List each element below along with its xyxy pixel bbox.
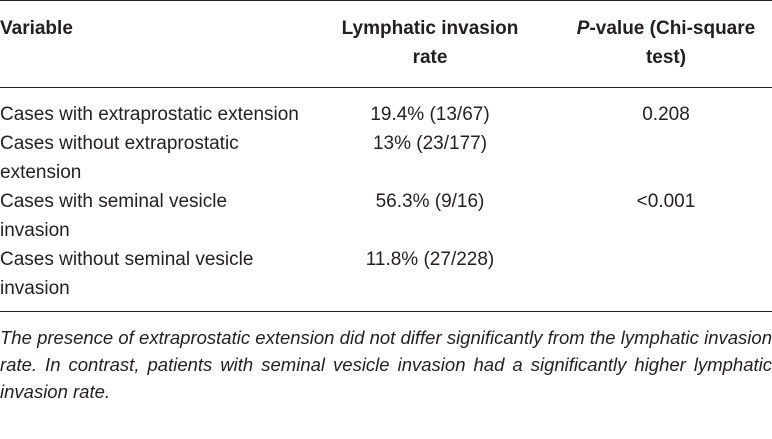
table-cell: Cases with extraprostatic extension (0, 104, 299, 125)
header-cell: Lymphatic invasion rate (300, 0, 560, 88)
header-row: Variable Lymphatic invasion rate P-value… (0, 0, 772, 88)
header-cell: Variable (0, 0, 300, 88)
table-cell (560, 129, 772, 187)
table-cell: 0.208 (642, 104, 690, 125)
table-cell: 11.8% (27/228) (365, 249, 495, 270)
table-cell: <0.001 (636, 191, 696, 212)
table-cell: 13% (23/177) (372, 133, 488, 154)
data-table: Variable Lymphatic invasion rate P-value… (0, 0, 772, 312)
header-text: P-value (Chi-square test) (566, 14, 766, 72)
table-cell: 56.3% (9/16) (375, 191, 485, 212)
footnote: The presence of extraprostatic extension… (0, 327, 772, 402)
header-cell: P-value (Chi-square test) (560, 0, 772, 88)
table-body: Cases with extraprostatic extension 19.4%… (0, 88, 772, 312)
table-cell: 19.4% (13/67) (370, 104, 490, 125)
table-cell: Cases without extraprostatic extension (0, 133, 239, 183)
table-row: Cases with extraprostatic extension 19.4%… (0, 88, 772, 130)
table-cell: Cases with seminal vesicle invasion (0, 191, 228, 241)
table-cell: Cases without seminal vesicle invasion (0, 249, 254, 299)
header-italic: P (576, 18, 590, 39)
header-text: -value (Chi-square test) (589, 18, 756, 68)
table-row: Cases without extraprostatic extension 13… (0, 129, 772, 187)
header-text: Lymphatic invasion rate (341, 18, 519, 68)
table-cell (560, 245, 772, 312)
table-row: Cases with seminal vesicle invasion 56.3%… (0, 187, 772, 245)
table-row: Cases without seminal vesicle invasion 11… (0, 245, 772, 312)
